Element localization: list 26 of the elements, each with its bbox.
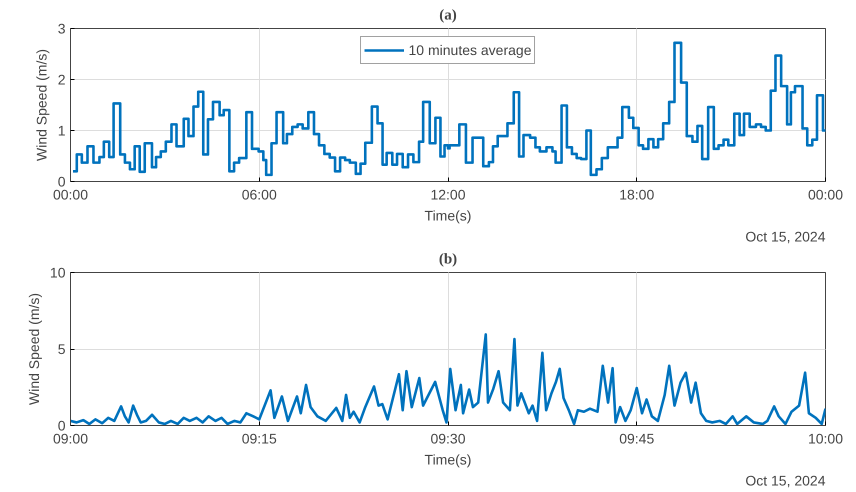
text: Oct 15, 2024	[745, 228, 826, 244]
x-axis-title: Time(s)	[424, 452, 472, 468]
y-axis-title: Wind Speed (m/s)	[26, 292, 42, 406]
x-tick-label: 06:00	[242, 186, 277, 202]
y-tick-label: 10	[50, 264, 66, 280]
y-tick-label: 2	[58, 72, 66, 88]
chart-title: (a)	[439, 8, 457, 24]
x-tick-label: 10:00	[808, 430, 844, 446]
legend-label: 10 minutes average	[408, 42, 532, 58]
x-tick-label: 12:00	[430, 186, 466, 202]
y-tick-label: 0	[58, 174, 66, 190]
chart-title: (b)	[438, 252, 458, 268]
x-axis-title: Time(s)	[424, 208, 472, 224]
x-tick-label: 09:45	[619, 430, 654, 446]
x-tick-label: 18:00	[619, 186, 654, 202]
y-tick-label: 5	[58, 341, 66, 357]
x-tick-label: 09:00	[52, 430, 88, 446]
y-tick-label: 1	[58, 122, 66, 138]
y-axis-title: Wind Speed (m/s)	[34, 48, 50, 162]
x-tick-label: 09:30	[430, 430, 466, 446]
y-tick-label: 3	[58, 20, 66, 36]
x-tick-label: 00:00	[808, 186, 844, 202]
x-tick-label: 00:00	[52, 186, 88, 202]
x-tick-label: 09:15	[242, 430, 277, 446]
text: Oct 15, 2024	[745, 472, 826, 488]
y-tick-label: 0	[58, 418, 66, 434]
